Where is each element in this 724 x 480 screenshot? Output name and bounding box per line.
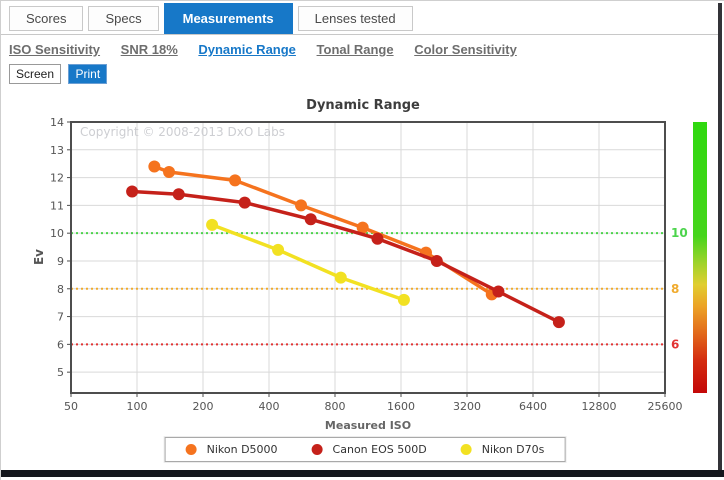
svg-text:8: 8 <box>671 282 679 296</box>
legend-swatch <box>185 444 197 455</box>
svg-text:8: 8 <box>57 283 64 296</box>
legend-label: Nikon D70s <box>481 443 545 456</box>
svg-text:5: 5 <box>57 366 64 379</box>
legend-swatch <box>460 444 472 455</box>
subnav-dynamic-range[interactable]: Dynamic Range <box>198 42 296 57</box>
svg-text:3200: 3200 <box>453 400 481 413</box>
svg-text:11: 11 <box>50 199 64 212</box>
svg-text:100: 100 <box>127 400 148 413</box>
legend-item: Nikon D5000 <box>185 443 278 456</box>
subnav-color-sensitivity[interactable]: Color Sensitivity <box>414 42 517 57</box>
tab-scores[interactable]: Scores <box>9 6 84 31</box>
legend-item: Canon EOS 500D <box>311 443 427 456</box>
subnav-snr-18[interactable]: SNR 18% <box>120 42 178 57</box>
legend-label: Nikon D5000 <box>206 443 278 456</box>
frame-shadow-bottom <box>1 470 724 477</box>
svg-text:6: 6 <box>671 337 679 351</box>
screen-button[interactable]: Screen <box>9 64 62 84</box>
measurements-subnav: ISO Sensitivity SNR 18% Dynamic Range To… <box>9 42 716 57</box>
subnav-tonal-range[interactable]: Tonal Range <box>316 42 394 57</box>
svg-text:10: 10 <box>671 226 688 240</box>
svg-text:9: 9 <box>57 255 64 268</box>
svg-text:12: 12 <box>50 172 64 185</box>
svg-text:13: 13 <box>50 144 64 157</box>
svg-text:7: 7 <box>57 311 64 324</box>
subnav-iso-sensitivity[interactable]: ISO Sensitivity <box>9 42 101 57</box>
tab-lenses-tested[interactable]: Lenses tested <box>297 6 413 31</box>
svg-text:12800: 12800 <box>582 400 617 413</box>
svg-text:1600: 1600 <box>387 400 415 413</box>
chart-title: Dynamic Range <box>306 98 420 113</box>
tab-bar: Scores Specs Measurements Lenses tested <box>1 3 719 35</box>
legend-item: Nikon D70s <box>460 443 545 456</box>
tab-measurements[interactable]: Measurements <box>163 3 293 34</box>
legend-swatch <box>311 444 323 455</box>
svg-text:14: 14 <box>50 116 64 129</box>
copyright-watermark: Copyright © 2008-2013 DxO Labs <box>80 125 285 139</box>
chart-legend: Nikon D5000 Canon EOS 500D Nikon D70s <box>164 437 566 462</box>
dynamic-range-chart: 10 8 6 5 6 7 8 9 10 11 12 13 14 50 100 200 400 800 1600 320… <box>50 116 707 413</box>
x-axis-label: Measured ISO <box>324 419 412 432</box>
frame-shadow-right <box>718 3 722 470</box>
tab-specs[interactable]: Specs <box>88 6 159 31</box>
y-axis-label: Ev <box>32 248 46 266</box>
view-toggle: Screen Print <box>9 64 110 84</box>
svg-text:800: 800 <box>325 400 346 413</box>
svg-text:6: 6 <box>57 338 64 351</box>
svg-text:10: 10 <box>50 227 64 240</box>
svg-text:25600: 25600 <box>648 400 683 413</box>
svg-text:200: 200 <box>193 400 214 413</box>
svg-text:6400: 6400 <box>519 400 547 413</box>
svg-text:400: 400 <box>259 400 280 413</box>
print-button[interactable]: Print <box>68 64 108 84</box>
legend-label: Canon EOS 500D <box>332 443 427 456</box>
svg-text:50: 50 <box>64 400 78 413</box>
